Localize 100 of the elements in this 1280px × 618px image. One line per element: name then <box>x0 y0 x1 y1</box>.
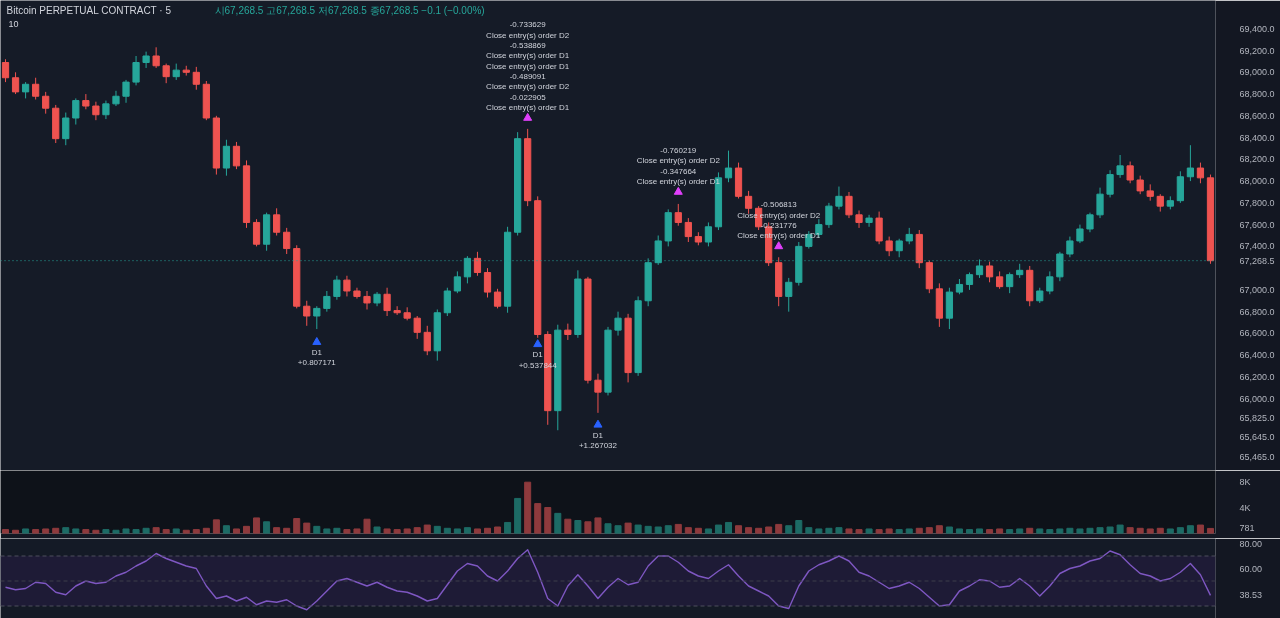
bar <box>273 527 281 534</box>
candlestick <box>855 209 863 229</box>
y-tick-label: 67,000.0 <box>1239 284 1275 295</box>
candlestick <box>393 305 401 316</box>
bar <box>795 520 803 534</box>
bar <box>232 528 240 534</box>
bar <box>875 529 883 534</box>
bar <box>584 521 592 534</box>
y-tick-label: 68,400.0 <box>1239 132 1275 143</box>
bar <box>905 528 913 534</box>
point <box>673 186 683 195</box>
candlestick <box>684 217 692 243</box>
bar <box>785 525 793 534</box>
bar <box>514 497 522 534</box>
bar <box>1176 527 1184 534</box>
bar <box>945 526 953 534</box>
bar <box>1196 524 1204 534</box>
bar <box>1066 527 1074 534</box>
candlestick <box>744 190 753 215</box>
bar <box>172 528 180 534</box>
bar <box>1116 524 1124 534</box>
data-label: -0.760219 Close entry(s) order D2 -0.347664 Close entry(s) order D1 <box>636 145 721 186</box>
bar <box>835 527 843 534</box>
bar <box>775 523 783 534</box>
bar <box>333 527 341 534</box>
bar <box>915 527 923 534</box>
candlestick <box>383 287 391 317</box>
bar <box>132 529 140 534</box>
candlestick <box>252 218 261 247</box>
bar <box>32 529 40 534</box>
bar <box>745 527 753 534</box>
bar <box>1206 527 1214 534</box>
candlestick <box>42 91 50 115</box>
candlestick <box>303 300 311 327</box>
bar <box>383 528 391 534</box>
bar <box>1076 528 1084 534</box>
data-label: D1 +1.267032 <box>578 430 618 451</box>
candlestick <box>132 55 140 86</box>
y-tick-label: 68,600.0 <box>1239 110 1275 121</box>
candlestick <box>1066 236 1074 258</box>
bar <box>1146 528 1154 534</box>
bar <box>162 529 170 534</box>
bar <box>825 527 833 534</box>
candlestick <box>423 325 431 356</box>
candlestick <box>1076 224 1084 244</box>
bar <box>202 527 210 534</box>
candlestick <box>1086 212 1094 233</box>
bar <box>815 528 823 534</box>
bar <box>52 527 60 534</box>
candlestick <box>1046 270 1054 295</box>
y-tick-label: 4K <box>1239 502 1251 513</box>
candlestick <box>273 207 281 236</box>
bar <box>544 507 552 534</box>
candlestick <box>232 141 241 170</box>
candlestick <box>92 101 100 121</box>
y-tick-label: 66,800.0 <box>1239 306 1275 317</box>
bar <box>965 529 973 534</box>
bar <box>1006 529 1014 534</box>
candlestick <box>152 46 160 69</box>
point <box>774 241 784 250</box>
candlestick <box>11 71 20 95</box>
text: -0.733629 Close entry(s) order D2 -0.538869 Close entry(s) order D1 Close entry(s) order D1 -0.489091 Close entry(s) order D2 -0.022905 Close entry(s) order D1 <box>486 20 570 112</box>
candlestick <box>594 373 602 414</box>
bar <box>363 518 371 534</box>
bar <box>694 527 702 534</box>
bar <box>1086 527 1094 534</box>
y-tick-label: 67,400.0 <box>1239 241 1275 252</box>
candlestick <box>1096 187 1104 219</box>
candlestick <box>313 305 321 330</box>
bar <box>303 522 311 534</box>
y-tick-label: 68,000.0 <box>1239 176 1275 187</box>
bar <box>283 527 291 534</box>
bar <box>403 528 411 534</box>
bar <box>955 528 963 534</box>
candlestick <box>835 186 843 210</box>
candlestick <box>724 150 733 183</box>
line-series <box>4 549 1212 611</box>
chart-title: Bitcoin PERPETUAL CONTRACT · 5 <box>6 4 172 16</box>
bar <box>1046 529 1054 534</box>
bar <box>986 529 994 534</box>
candlestick <box>493 288 502 309</box>
bar <box>212 519 220 534</box>
bar <box>614 525 622 534</box>
bar <box>604 523 612 534</box>
bar <box>674 523 682 534</box>
bar <box>664 525 672 534</box>
bar <box>42 528 50 534</box>
y-tick-label: 66,000.0 <box>1239 393 1275 404</box>
candlestick <box>704 221 713 247</box>
y-tick-label: 69,000.0 <box>1239 67 1275 78</box>
y-tick-label: 68,800.0 <box>1239 89 1275 100</box>
candlestick <box>985 261 994 283</box>
candlestick <box>1116 154 1124 179</box>
bar <box>192 529 200 534</box>
bar <box>1056 528 1064 534</box>
candlestick <box>82 93 90 110</box>
bar <box>1036 528 1044 534</box>
y-tick-label: 65,825.0 <box>1239 412 1275 423</box>
bar <box>62 527 70 534</box>
candlestick <box>122 79 130 104</box>
